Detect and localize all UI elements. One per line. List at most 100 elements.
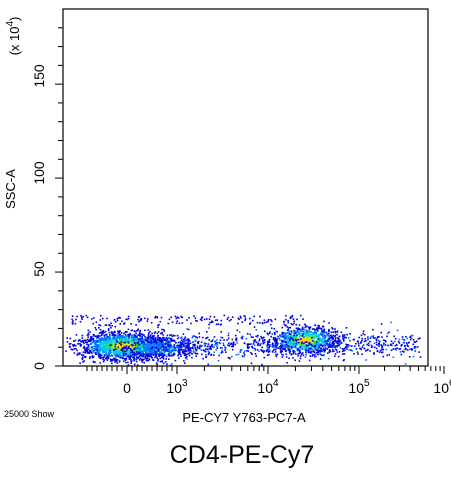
- event-point: [113, 351, 115, 353]
- event-point: [102, 346, 104, 349]
- event-point: [153, 346, 156, 349]
- event-point: [219, 347, 222, 349]
- event-point: [99, 341, 101, 344]
- event-point: [311, 343, 314, 346]
- event-point: [156, 345, 158, 347]
- event-point: [339, 339, 342, 342]
- event-point: [334, 330, 336, 333]
- event-point: [175, 342, 178, 344]
- event-point: [121, 347, 124, 349]
- event-point: [297, 354, 299, 357]
- event-point: [128, 351, 131, 353]
- event-point: [180, 339, 183, 342]
- event-point: [103, 351, 106, 353]
- event-point: [300, 335, 303, 337]
- event-point: [177, 354, 179, 357]
- event-point: [140, 345, 142, 348]
- event-point: [262, 351, 265, 354]
- event-point: [151, 347, 153, 349]
- event-point: [377, 339, 380, 342]
- event-point: [79, 343, 81, 345]
- event-point: [327, 340, 329, 343]
- event-point: [294, 332, 296, 335]
- event-point: [123, 352, 125, 355]
- event-point: [98, 332, 101, 334]
- event-point: [111, 360, 113, 362]
- event-point: [119, 356, 122, 359]
- event-point: [71, 315, 74, 317]
- event-point: [96, 350, 99, 352]
- event-point: [160, 341, 162, 343]
- event-point: [140, 344, 142, 346]
- event-point: [162, 349, 165, 351]
- event-point: [94, 327, 97, 329]
- event-point: [196, 352, 199, 355]
- event-point: [405, 347, 407, 350]
- event-point: [153, 335, 155, 337]
- event-point: [110, 344, 113, 346]
- event-point: [105, 356, 108, 359]
- event-point: [357, 353, 359, 355]
- event-point: [192, 341, 194, 343]
- event-point: [102, 360, 105, 363]
- event-point: [124, 348, 126, 351]
- event-point: [205, 348, 207, 350]
- event-point: [165, 355, 168, 358]
- event-point: [321, 354, 323, 357]
- event-point: [150, 340, 153, 342]
- event-point: [163, 351, 166, 354]
- event-point: [112, 332, 114, 334]
- event-point: [161, 332, 163, 335]
- event-point: [297, 327, 300, 329]
- event-point: [117, 335, 120, 337]
- event-point: [165, 340, 167, 342]
- event-point: [392, 348, 395, 350]
- event-point: [304, 332, 307, 335]
- event-point: [99, 355, 101, 358]
- event-point: [129, 354, 132, 356]
- event-point: [120, 342, 123, 344]
- event-point: [142, 352, 145, 355]
- event-point: [324, 343, 327, 346]
- event-point: [286, 326, 289, 328]
- event-point: [177, 341, 180, 344]
- event-point: [326, 339, 329, 342]
- event-point: [304, 356, 307, 358]
- event-point: [198, 336, 201, 338]
- event-point: [268, 346, 270, 348]
- event-point: [129, 340, 131, 342]
- event-point: [147, 341, 149, 343]
- event-point: [378, 342, 380, 344]
- event-point: [127, 364, 130, 366]
- event-point: [376, 350, 379, 352]
- event-point: [170, 338, 173, 340]
- event-point: [170, 340, 173, 342]
- event-point: [74, 339, 77, 342]
- event-point: [392, 356, 395, 359]
- event-point: [137, 347, 139, 350]
- event-point: [334, 337, 337, 339]
- event-point: [306, 332, 309, 335]
- event-point: [116, 319, 119, 322]
- event-point: [322, 335, 325, 337]
- event-point: [305, 349, 307, 352]
- event-point: [281, 334, 284, 337]
- event-point: [152, 336, 154, 338]
- event-point: [308, 337, 311, 339]
- event-point: [164, 338, 166, 341]
- event-point: [187, 340, 189, 343]
- event-point: [222, 342, 225, 345]
- event-point: [145, 351, 147, 354]
- event-point: [173, 339, 175, 342]
- event-point: [104, 341, 107, 343]
- event-point: [122, 360, 125, 363]
- event-point: [124, 340, 127, 343]
- event-point: [295, 331, 297, 333]
- event-point: [320, 334, 323, 336]
- event-point: [328, 349, 331, 351]
- event-point: [175, 348, 177, 351]
- event-point: [117, 345, 119, 347]
- event-point: [299, 343, 301, 345]
- event-point: [89, 337, 92, 340]
- event-point: [199, 346, 201, 348]
